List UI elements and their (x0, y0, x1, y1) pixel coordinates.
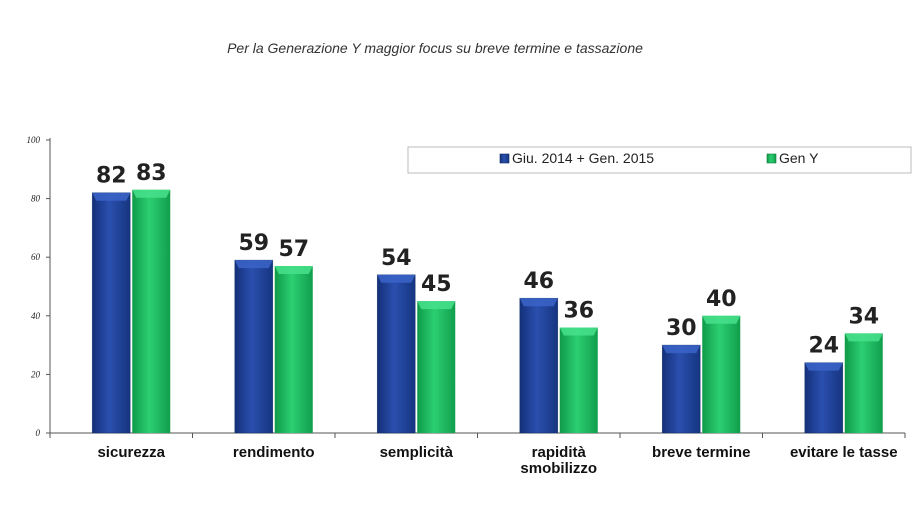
legend-box (407, 146, 912, 174)
data-label: 46 (523, 269, 554, 294)
bar-bevel (559, 327, 598, 336)
y-tick-label: 80 (31, 194, 41, 204)
data-label: 83 (136, 161, 167, 186)
y-tick-label: 0 (36, 428, 41, 438)
bar (234, 259, 274, 434)
data-label: 57 (278, 237, 309, 262)
data-label: 40 (706, 287, 737, 312)
y-tick-label: 100 (27, 135, 41, 145)
bar-bevel (132, 189, 171, 198)
legend-swatch (766, 153, 777, 164)
bar (844, 333, 883, 433)
bar (376, 274, 416, 434)
legend: Giu. 2014 + Gen. 2015 Gen Y (407, 146, 912, 174)
data-label: 36 (563, 299, 594, 324)
bar (702, 315, 741, 433)
bar-bevel (92, 192, 131, 201)
data-label: 30 (666, 316, 697, 341)
bar (519, 297, 559, 434)
category-label: breve termine (652, 444, 750, 461)
bars (91, 189, 883, 434)
bar (274, 265, 313, 433)
bar (661, 344, 701, 434)
data-label: 54 (381, 246, 412, 271)
legend-label: Giu. 2014 + Gen. 2015 (512, 150, 654, 166)
legend-label: Gen Y (779, 150, 819, 166)
category-label: smobilizzo (520, 460, 597, 477)
bar (804, 362, 844, 434)
category-label: semplicità (380, 444, 454, 461)
category-label: rapidità (532, 444, 587, 461)
bar-bevel (519, 298, 558, 307)
bar (559, 327, 598, 433)
bar-bevel (274, 265, 313, 274)
bar-bevel (844, 333, 883, 342)
category-label: rendimento (233, 444, 315, 461)
bar-bevel (234, 260, 273, 269)
chart-title: Per la Generazione Y maggior focus su br… (227, 40, 643, 56)
y-tick-label: 60 (31, 252, 41, 262)
y-tick-label: 40 (31, 311, 41, 321)
bar (132, 189, 171, 433)
bar (91, 192, 131, 434)
bar-bevel (377, 274, 416, 283)
category-label: evitare le tasse (790, 444, 898, 461)
axes: 0 20 40 60 80 100 (27, 135, 906, 438)
data-label: 59 (238, 231, 269, 256)
y-tick-label: 20 (31, 369, 41, 379)
bar-bevel (662, 345, 701, 354)
data-label: 34 (848, 304, 879, 329)
category-label: sicurezza (97, 444, 165, 461)
data-label: 82 (96, 164, 127, 189)
labels: 82 83 sicurezza 59 57 rendimento 54 45 semplicit… (96, 161, 898, 477)
bar-bevel (417, 301, 456, 310)
bar (417, 301, 456, 433)
data-label: 45 (421, 272, 452, 297)
bar-bevel (702, 315, 741, 324)
data-label: 24 (808, 334, 839, 359)
bar-bevel (804, 362, 843, 371)
legend-swatch (499, 153, 510, 164)
